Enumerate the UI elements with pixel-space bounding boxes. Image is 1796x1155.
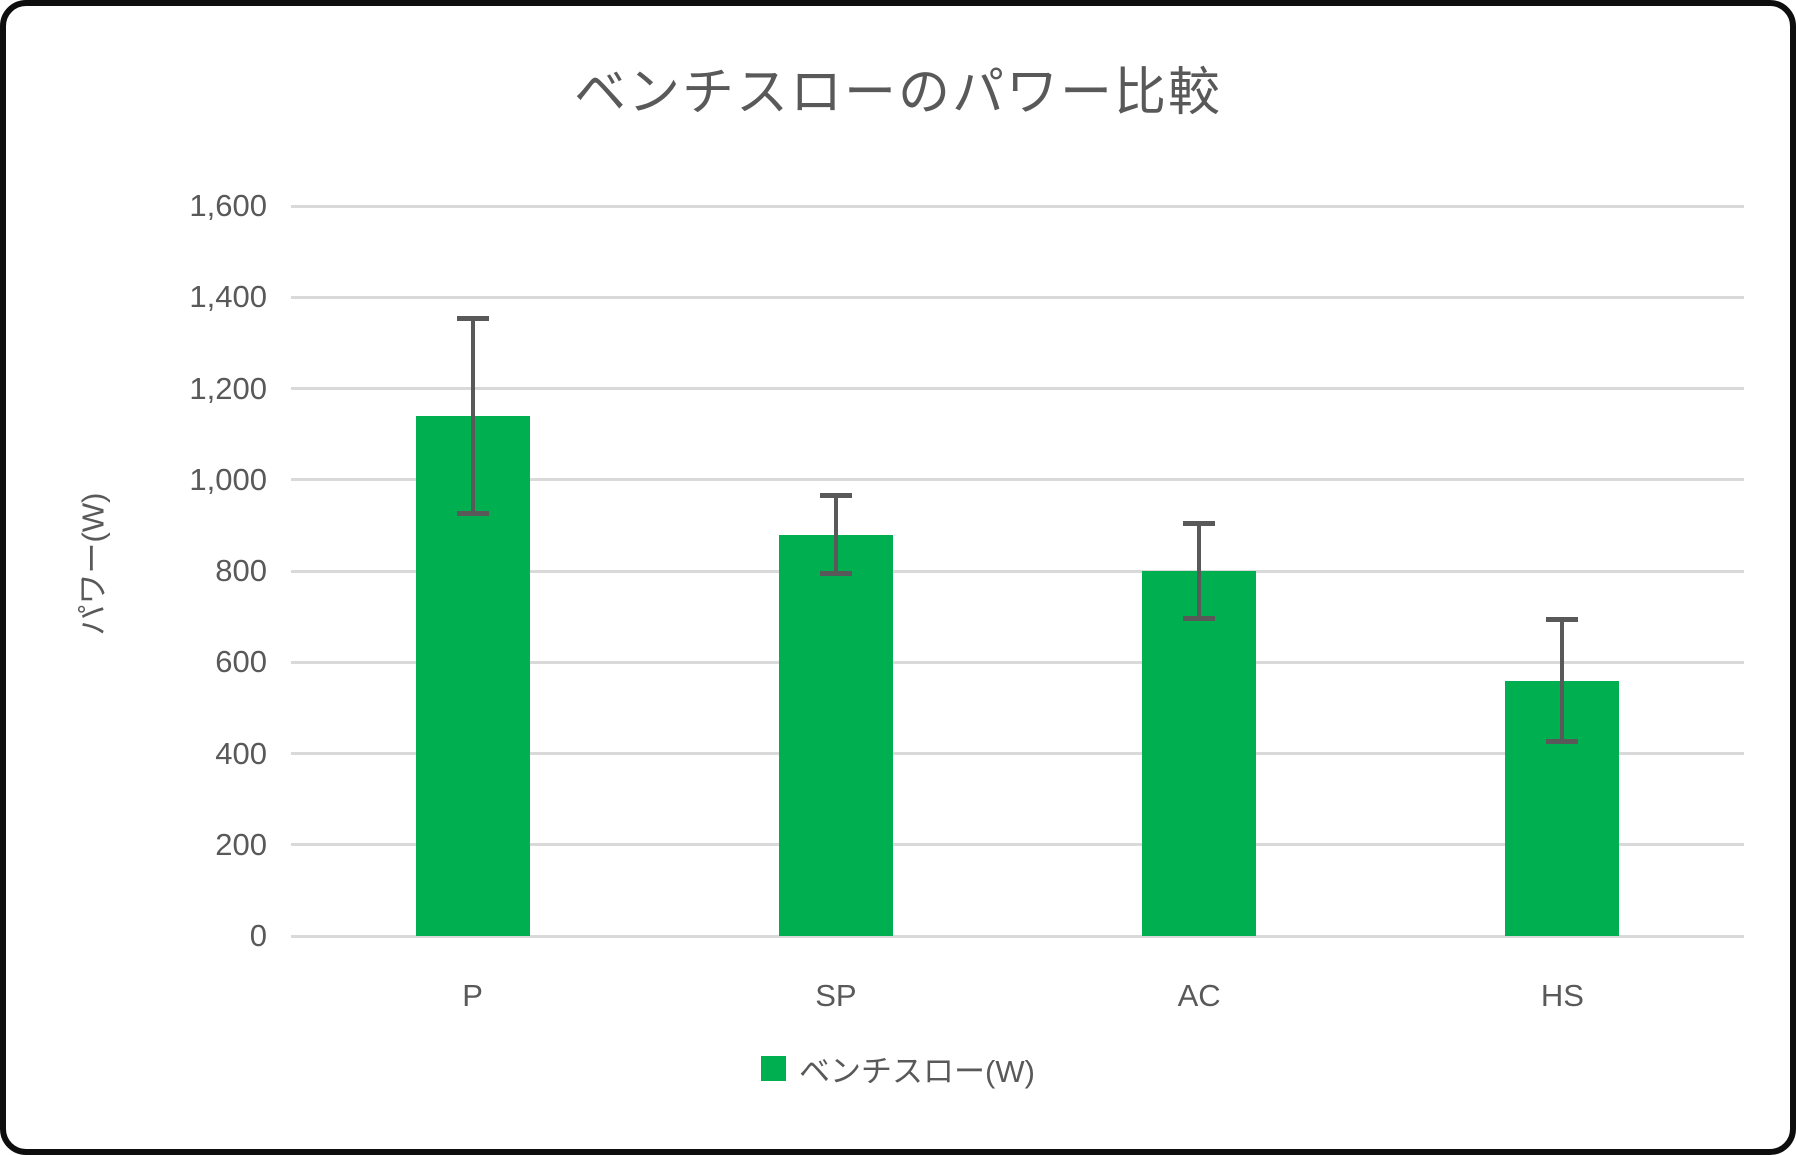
- error-bar-cap-top: [1546, 616, 1579, 622]
- y-tick-label: 1,600: [189, 188, 267, 223]
- error-bar: [456, 315, 489, 517]
- bar-slot: [1018, 206, 1381, 936]
- x-category-label-sp: SP: [815, 978, 857, 1013]
- legend-label: ベンチスロー(W): [799, 1054, 1035, 1089]
- y-tick-label: 800: [215, 553, 267, 588]
- error-bar-cap-top: [1183, 520, 1216, 526]
- bar-slot: [1381, 206, 1744, 936]
- gridline: [291, 478, 1744, 482]
- gridline: [291, 752, 1744, 755]
- y-tick-label: 200: [215, 826, 267, 862]
- y-tick-label: 0: [249, 918, 267, 953]
- y-tick-label: 400: [215, 735, 267, 771]
- error-bar-cap-top: [456, 315, 489, 321]
- error-bar-line: [470, 315, 475, 517]
- y-tick-label: 600: [215, 644, 267, 680]
- error-bar-line: [833, 493, 838, 576]
- x-category-label-p: P: [462, 978, 483, 1013]
- bars-row: [291, 206, 1744, 936]
- gridline: [291, 934, 1744, 938]
- error-bar-cap-bottom: [819, 570, 852, 576]
- y-tick-label: 1,200: [189, 370, 267, 406]
- error-bar-line: [1560, 616, 1565, 745]
- error-bar-cap-top: [819, 493, 852, 499]
- bar-slot: [291, 206, 654, 936]
- gridline: [291, 204, 1744, 208]
- chart-title: ベンチスローのパワー比較: [573, 64, 1222, 122]
- y-tick-label: 1,400: [189, 279, 267, 315]
- bar-slot: [654, 206, 1017, 936]
- error-bar-line: [1197, 520, 1202, 622]
- x-labels-row: P SP AC HS: [291, 978, 1744, 1014]
- gridline: [291, 569, 1744, 573]
- gridline: [291, 843, 1744, 847]
- bar-sp: [778, 534, 893, 936]
- plot-area: 0 200 400 600 800 1,000 1,200 1,400 1,600: [189, 188, 1744, 953]
- error-bar: [1183, 520, 1216, 622]
- y-axis-title: パワー(W): [75, 492, 111, 636]
- x-category-label-ac: AC: [1177, 978, 1221, 1013]
- error-bar: [819, 493, 852, 576]
- gridline: [291, 387, 1744, 390]
- error-bar-cap-bottom: [1546, 739, 1579, 745]
- error-bar-cap-bottom: [1183, 616, 1216, 622]
- gridline: [291, 660, 1744, 664]
- legend-swatch: [761, 1056, 787, 1081]
- bar-ac: [1142, 571, 1257, 936]
- x-category-label-hs: HS: [1540, 978, 1584, 1013]
- error-bar: [1546, 616, 1579, 745]
- y-tick-label: 1,000: [189, 461, 267, 497]
- legend: ベンチスロー(W): [6, 1046, 1790, 1091]
- error-bar-cap-bottom: [456, 511, 489, 517]
- gridline: [291, 295, 1744, 299]
